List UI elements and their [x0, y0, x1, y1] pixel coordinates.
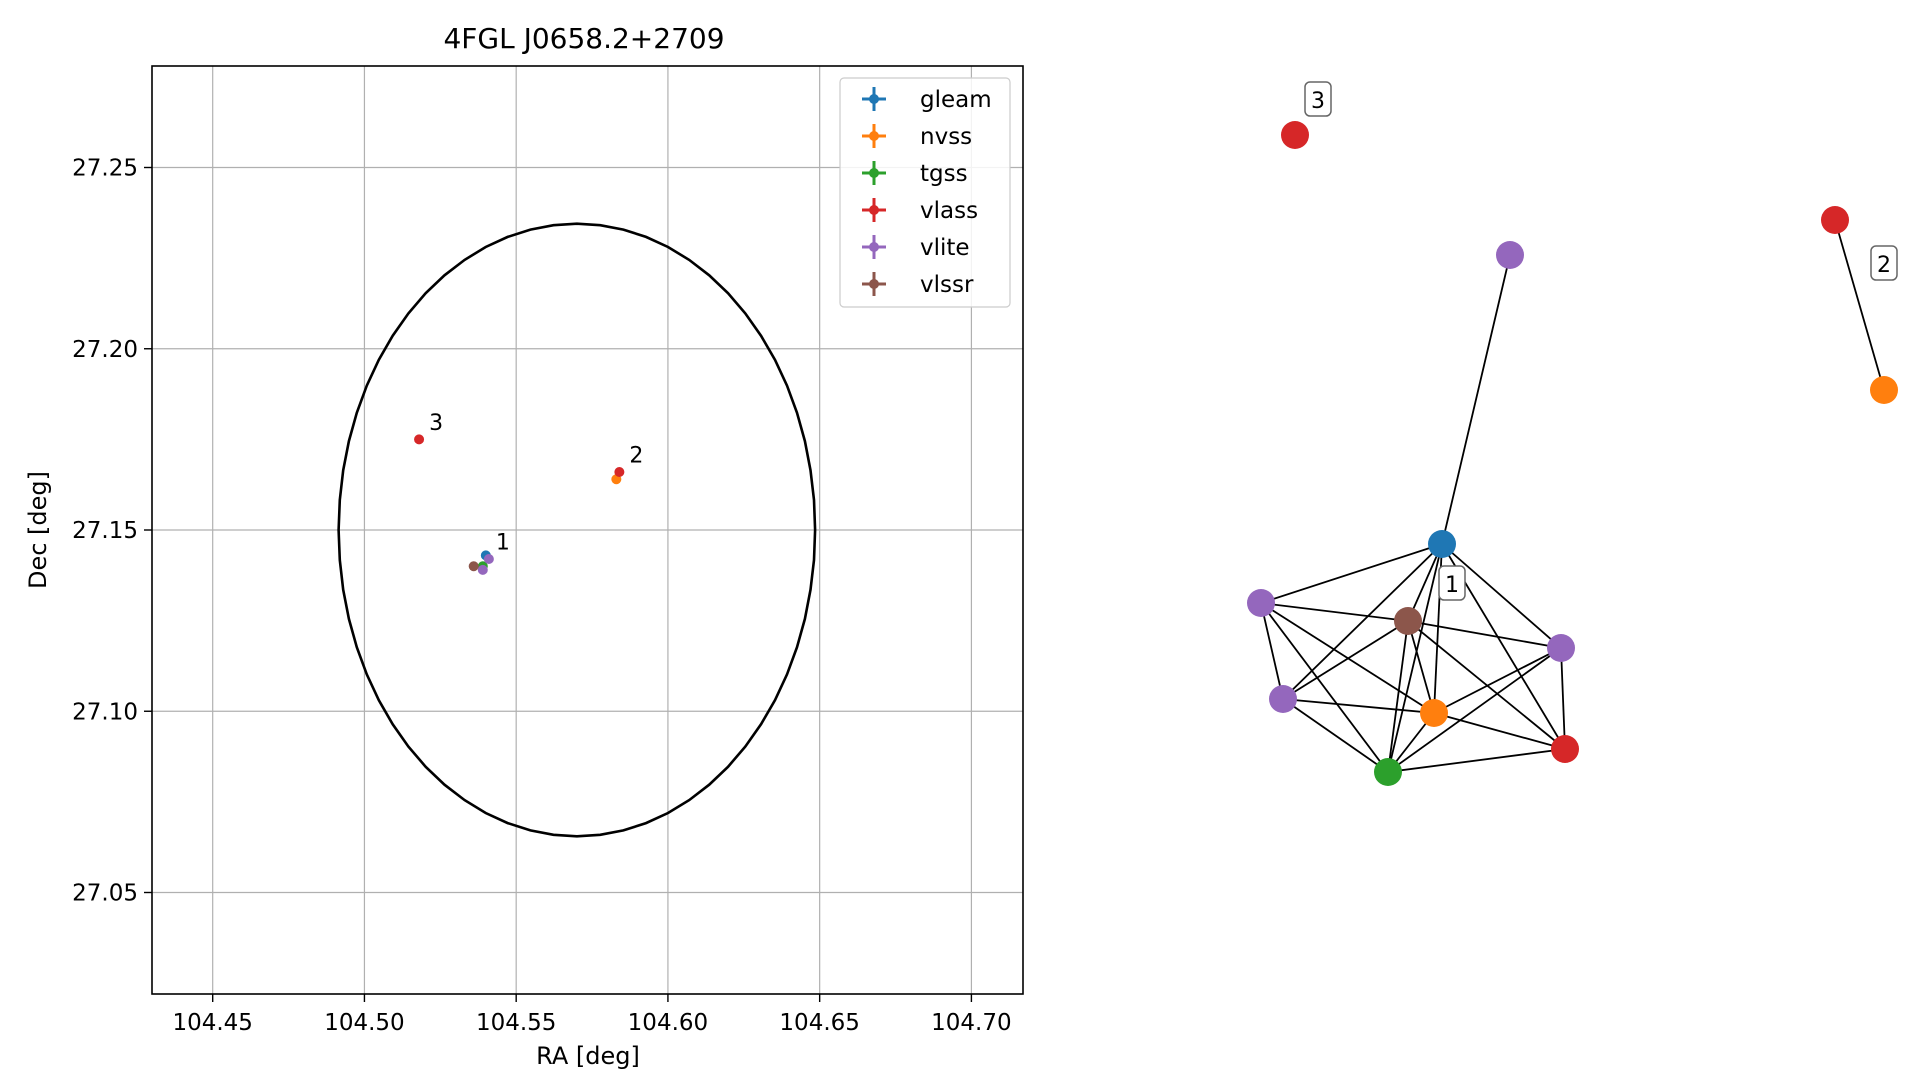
point-vlite [483, 554, 494, 564]
network-edge [1260, 602, 1409, 622]
network-node-vlass [1821, 206, 1849, 234]
network-edge [1282, 698, 1435, 714]
legend-dot-tgss [869, 168, 879, 178]
network-edge [1282, 543, 1443, 700]
network-node-vlite [1547, 634, 1575, 662]
network-edge [1433, 647, 1562, 714]
y-tick-label: 27.15 [72, 518, 138, 544]
source-labels: 1 2 3 [429, 411, 643, 556]
source-label: 3 [429, 411, 443, 436]
network-edge [1387, 543, 1443, 773]
network-label: 3 [1311, 89, 1325, 114]
network-edge [1441, 543, 1562, 649]
legend: gleam nvss tgss vlass vlite vlssr [839, 77, 1011, 308]
network-node-gleam [1428, 530, 1456, 558]
network-edge [1260, 602, 1389, 773]
x-axis-label: RA [deg] [536, 1042, 640, 1070]
network-edge [1387, 748, 1566, 773]
network-edges [1260, 219, 1885, 773]
network-node-vlass [1551, 735, 1579, 763]
network-edge [1260, 602, 1435, 714]
legend-label-gleam: gleam [920, 87, 992, 113]
network-edge [1407, 620, 1435, 714]
y-tick-label: 27.10 [72, 699, 138, 725]
network-node-vlite [1269, 685, 1297, 713]
legend-dot-vlssr [869, 279, 879, 289]
point-vlass [414, 434, 425, 445]
y-tick-label: 27.05 [72, 881, 138, 907]
network-node-tgss [1374, 758, 1402, 786]
network-label-box [1438, 565, 1466, 601]
chart-title: 4FGL J0658.2+2709 [443, 22, 724, 55]
x-tick-label: 104.65 [779, 1010, 859, 1036]
legend-dot-gleam [869, 94, 879, 104]
scatter-panel: 4FGL J0658.2+2709 104.45 104.50 104.55 104.… [24, 22, 1024, 1070]
error-ellipse [337, 222, 817, 838]
network-edge [1260, 602, 1284, 700]
point-vlass [614, 467, 625, 477]
legend-label-vlssr: vlssr [920, 272, 974, 298]
network-node-vlssr [1394, 607, 1422, 635]
legend-label-tgss: tgss [920, 161, 968, 187]
network-node-nvss [1870, 376, 1898, 404]
network-label: 1 [1445, 573, 1459, 598]
network-node-vlite [1247, 589, 1275, 617]
network-panel: 1 2 3 [1247, 81, 1898, 786]
network-edge [1282, 620, 1409, 700]
point-vlssr [468, 561, 479, 572]
network-edge [1407, 620, 1566, 750]
legend-label-vlass: vlass [920, 198, 978, 224]
network-edge [1387, 620, 1409, 773]
x-tick-label: 104.50 [324, 1010, 404, 1036]
network-node-vlass [1281, 121, 1309, 149]
y-tick-label: 27.20 [72, 337, 138, 363]
point-vlite [477, 564, 488, 575]
network-label: 2 [1877, 253, 1891, 278]
source-label: 1 [496, 530, 510, 555]
legend-dot-vlite [869, 242, 879, 252]
network-edge [1407, 543, 1443, 622]
legend-dot-nvss [869, 131, 879, 141]
x-tick-label: 104.55 [476, 1010, 556, 1036]
network-node-nvss [1420, 699, 1448, 727]
network-edge [1834, 219, 1885, 391]
network-edge [1407, 620, 1562, 649]
network-label-box [1870, 245, 1898, 281]
legend-label-vlite: vlite [920, 235, 970, 261]
x-tick-label: 104.70 [931, 1010, 1011, 1036]
y-tick-label: 27.25 [72, 156, 138, 182]
network-edge [1387, 647, 1562, 773]
network-edge [1441, 254, 1511, 545]
network-node-vlite [1496, 241, 1524, 269]
network-edge [1560, 647, 1566, 750]
network-edge [1260, 543, 1443, 604]
error-ellipse-layer [337, 222, 817, 838]
network-label-box [1304, 81, 1332, 117]
network-edge [1433, 712, 1566, 750]
legend-label-nvss: nvss [920, 124, 972, 150]
plot-frame [151, 65, 1024, 995]
source-points [414, 434, 625, 575]
network-nodes [1247, 121, 1898, 786]
y-axis-ticks: 27.05 27.10 27.15 27.20 27.25 [72, 156, 152, 907]
x-tick-label: 104.45 [172, 1010, 252, 1036]
network-edge [1282, 698, 1389, 773]
legend-dot-vlass [869, 205, 879, 215]
source-label: 2 [629, 443, 643, 468]
x-tick-label: 104.60 [628, 1010, 708, 1036]
x-axis-ticks: 104.45 104.50 104.55 104.60 104.65 104.70 [172, 994, 1012, 1036]
y-axis-label: Dec [deg] [24, 471, 52, 589]
network-labels: 1 2 3 [1304, 81, 1898, 601]
